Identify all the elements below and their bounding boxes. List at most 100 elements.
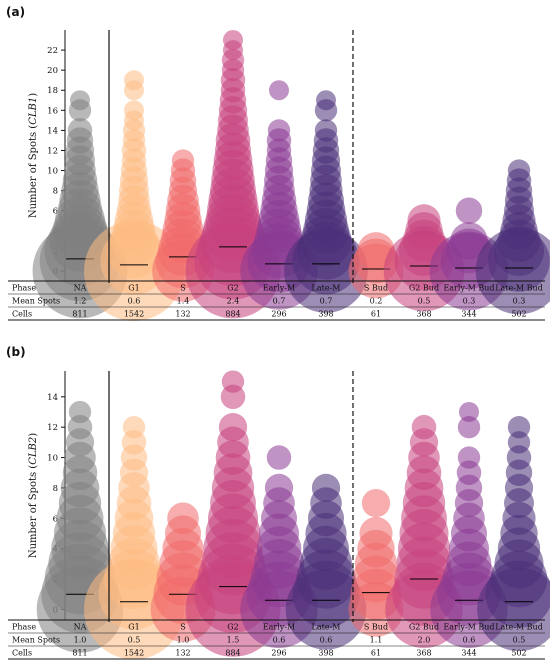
cells-count: 884	[225, 310, 240, 319]
mean-spots-value: 0.3	[463, 297, 476, 306]
spot-bubble	[507, 159, 531, 182]
spot-bubble	[359, 516, 393, 551]
panel-label: (b)	[6, 345, 26, 359]
spot-bubble	[269, 80, 289, 101]
cells-count: 398	[318, 310, 333, 319]
phase-label: NA	[74, 623, 87, 632]
spot-bubble	[407, 204, 441, 238]
mean-spots-value: 0.6	[128, 297, 141, 306]
column-early-m-bud	[430, 401, 508, 649]
phase-label: G2	[227, 623, 238, 632]
cells-count: 1542	[124, 310, 144, 319]
spot-bubble	[457, 415, 481, 439]
y-tick-label: 14	[47, 126, 58, 136]
cells-count: 132	[175, 649, 190, 658]
y-axis-label-prefix: Number of Spots (	[28, 125, 39, 218]
cells-count: 61	[371, 649, 381, 658]
mean-spots-value: 0.5	[513, 636, 526, 645]
spot-bubble	[411, 414, 437, 440]
phase-label: S	[180, 623, 185, 632]
mean-spots-value: 0.5	[128, 636, 141, 645]
spot-bubble	[68, 400, 92, 424]
mean-spots-value: 1.5	[227, 636, 240, 645]
phase-label: Late-M Bud	[495, 623, 543, 632]
cells-count: 811	[72, 649, 87, 658]
panel-b: (b)Number of Spots (CLB2)02468101214Phas…	[6, 345, 550, 660]
y-axis-label-gene: CLB1	[28, 97, 39, 125]
mean-spots-value: 0.7	[320, 297, 333, 306]
mean-spots-value: 0.6	[463, 636, 476, 645]
y-tick-label: 6	[53, 514, 58, 524]
mean-spots-value: 1.0	[74, 636, 87, 645]
mean-spots-value: 0.6	[320, 636, 333, 645]
phase-label: G2 Bud	[409, 623, 439, 632]
y-tick-label: 8	[53, 187, 58, 197]
mean-spots-value: 0.2	[370, 297, 383, 306]
y-tick-label: 10	[47, 454, 58, 464]
table-row-label: Phase	[12, 284, 36, 293]
cells-count: 502	[511, 310, 526, 319]
mean-spots-value: 1.2	[74, 297, 87, 306]
mean-spots-value: 1.1	[370, 636, 383, 645]
column-g2-bud	[385, 414, 463, 649]
spot-bubble	[314, 119, 338, 142]
mean-spots-value: 1.4	[177, 297, 190, 306]
cells-count: 132	[175, 310, 190, 319]
phase-label: NA	[74, 284, 87, 293]
y-axis-label-gene: CLB2	[28, 437, 39, 465]
y-tick-label: 22	[47, 46, 58, 56]
cells-count: 296	[271, 310, 286, 319]
cells-count: 61	[371, 310, 381, 319]
panel-label: (a)	[6, 5, 25, 19]
y-tick-label: 8	[53, 484, 58, 494]
y-axis-label-prefix: Number of Spots (	[28, 465, 39, 558]
cells-count: 398	[318, 649, 333, 658]
y-axis-label-suffix: )	[28, 433, 39, 437]
cells-count: 344	[461, 310, 476, 319]
cells-count: 884	[225, 649, 240, 658]
phase-label: S Bud	[364, 284, 388, 293]
phase-label: G2	[227, 284, 238, 293]
table-row-label: Mean Spots	[12, 297, 60, 306]
spot-bubble	[67, 118, 93, 143]
phase-label: Late-M Bud	[495, 284, 543, 293]
column-late-m	[284, 90, 368, 313]
mean-spots-value: 0.6	[273, 636, 286, 645]
column-late-m-bud	[475, 159, 550, 315]
table-row-label: Phase	[12, 623, 36, 632]
y-tick-label: 12	[47, 423, 58, 433]
spot-bubble	[167, 502, 199, 535]
spot-bubble	[507, 415, 531, 439]
spot-bubble	[266, 445, 292, 470]
mean-spots-value: 2.0	[418, 636, 431, 645]
y-tick-label: 18	[47, 86, 58, 96]
spot-bubble	[264, 473, 294, 503]
spot-bubble	[70, 90, 90, 111]
y-tick-label: 12	[47, 146, 58, 156]
spot-bubble	[267, 119, 291, 142]
table-row-label: Cells	[12, 649, 32, 658]
spot-bubble	[311, 473, 341, 503]
table-row-label: Cells	[12, 310, 32, 319]
y-tick-label: 10	[47, 167, 58, 177]
spot-bubble	[316, 90, 336, 111]
y-tick-label: 20	[47, 66, 58, 76]
spot-bubble	[459, 401, 479, 422]
phase-label: Late-M	[312, 284, 341, 293]
spot-bubble	[218, 413, 248, 442]
cells-count: 811	[72, 310, 87, 319]
y-axis-label: Number of Spots (CLB2)	[28, 433, 39, 558]
mean-spots-value: 0.5	[418, 297, 431, 306]
spot-bubble	[124, 100, 144, 121]
mean-spots-value: 0.7	[273, 297, 286, 306]
spot-bubble	[361, 488, 391, 518]
mean-spots-value: 0.3	[513, 297, 526, 306]
column-late-m	[285, 473, 367, 650]
phase-label: G1	[128, 284, 139, 293]
cells-count: 296	[271, 649, 286, 658]
y-tick-label: 14	[47, 393, 58, 403]
spot-bubble	[122, 415, 146, 439]
cells-count: 344	[461, 649, 476, 658]
